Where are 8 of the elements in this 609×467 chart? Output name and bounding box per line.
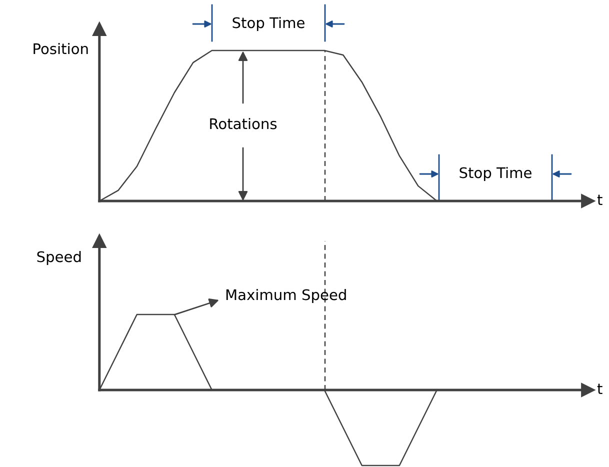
y-axis-title: Position [34,42,88,54]
annotation: Stop Time [460,166,532,182]
x-axis-title: t [597,384,602,394]
text: Maximum Speed [226,288,346,304]
text: Stop Time [232,16,304,32]
x-axis-title: t [597,194,602,206]
y-axis-title: Speed [37,250,81,266]
annotation: Rotations [210,118,277,130]
